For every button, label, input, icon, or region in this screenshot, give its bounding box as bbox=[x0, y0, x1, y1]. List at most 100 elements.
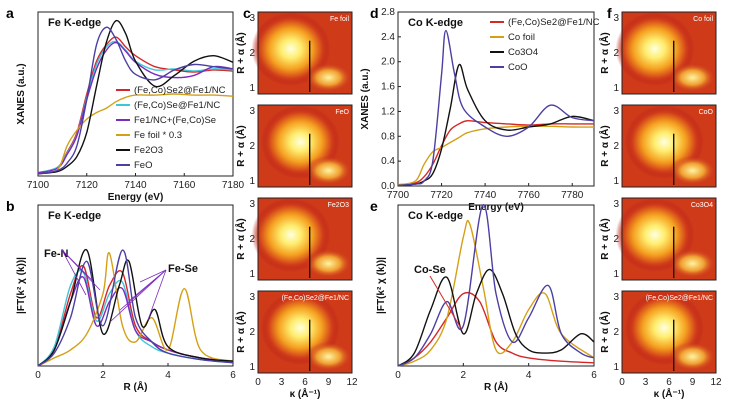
annotation-pointer bbox=[109, 269, 167, 323]
panel-title: Co K-edge bbox=[408, 210, 463, 222]
panel-title: Fe K-edge bbox=[48, 210, 101, 222]
y-tick-label: 1 bbox=[613, 362, 619, 373]
heatmap-hotspot bbox=[251, 198, 331, 272]
legend-entry: CoO bbox=[508, 62, 528, 73]
x-tick-label: 7700 bbox=[387, 190, 410, 201]
x-tick-label: 9 bbox=[690, 377, 696, 388]
plot-frame-d bbox=[397, 11, 595, 187]
x-axis-label: R (Å) bbox=[124, 380, 148, 393]
series-line bbox=[37, 249, 234, 367]
heatmap-map bbox=[615, 11, 717, 95]
x-axis-label: κ (Å⁻¹) bbox=[290, 387, 321, 400]
x-tick-label: 3 bbox=[279, 377, 285, 388]
y-axis-label: R + α (Å) bbox=[234, 218, 247, 259]
y-tick-label: 2 bbox=[613, 48, 619, 59]
panel-label-f: f bbox=[607, 5, 612, 21]
heatmap-map bbox=[257, 290, 353, 374]
y-tick-label: 2.0 bbox=[381, 57, 395, 68]
heatmap-hotspot-secondary bbox=[669, 62, 716, 93]
y-tick-label: 1.2 bbox=[381, 106, 395, 117]
y-tick-label: 2 bbox=[249, 48, 255, 59]
annotation-pointer bbox=[61, 249, 87, 296]
y-axis-label: XANES (a.u.) bbox=[360, 68, 371, 129]
y-tick-label: 0.0 bbox=[381, 181, 395, 192]
x-tick-label: 7760 bbox=[518, 190, 541, 201]
heatmap-map bbox=[251, 11, 353, 95]
heatmap-title: Co foil bbox=[693, 16, 713, 23]
annotation-pointer bbox=[61, 249, 101, 291]
heatmap-hotspot-secondary bbox=[669, 341, 716, 372]
series-line bbox=[37, 249, 234, 367]
x-tick-label: 7100 bbox=[27, 180, 50, 191]
series-line bbox=[37, 252, 234, 367]
y-tick-label: 2 bbox=[249, 234, 255, 245]
y-tick-label: 1 bbox=[613, 83, 619, 94]
series-line bbox=[397, 291, 595, 367]
plot-frame-e bbox=[397, 204, 595, 367]
x-tick-label: 12 bbox=[710, 377, 722, 388]
legend-entry: Co foil bbox=[508, 32, 535, 43]
annotation-pointer bbox=[429, 275, 463, 331]
y-tick-label: 1 bbox=[249, 176, 255, 187]
y-tick-label: 3 bbox=[249, 13, 255, 24]
panel-title: Fe K-edge bbox=[48, 17, 101, 29]
annotation-fe-se: Fe-Se bbox=[168, 263, 198, 275]
series-line bbox=[37, 26, 234, 175]
legend-entry: (Fe,Co)Se@Fe1/NC bbox=[134, 100, 220, 111]
legend-entry: (Fe,Co)Se2@Fe1/NC bbox=[508, 17, 600, 28]
x-tick-label: 7120 bbox=[76, 180, 99, 191]
series-line bbox=[397, 125, 595, 186]
heatmap-map bbox=[257, 104, 353, 188]
heatmap-map bbox=[615, 197, 717, 281]
series-line bbox=[397, 29, 595, 187]
legend-entry: Fe1/NC+(Fe,Co)Se bbox=[134, 115, 216, 126]
x-tick-label: 7720 bbox=[430, 190, 453, 201]
panel-label-e: e bbox=[370, 198, 378, 214]
panel-label-d: d bbox=[370, 5, 379, 21]
series-line bbox=[397, 220, 595, 367]
y-tick-label: 3 bbox=[613, 106, 619, 117]
heatmap-map bbox=[621, 290, 717, 374]
series-line bbox=[397, 268, 595, 367]
series-line bbox=[397, 204, 595, 367]
heatmap-hotspot-secondary bbox=[305, 62, 352, 93]
x-tick-label: 2 bbox=[100, 370, 106, 381]
y-tick-label: 3 bbox=[249, 106, 255, 117]
y-tick-label: 1 bbox=[613, 176, 619, 187]
y-tick-label: 3 bbox=[613, 13, 619, 24]
y-tick-label: 1 bbox=[249, 83, 255, 94]
legend-entry: Co3O4 bbox=[508, 47, 538, 58]
x-tick-label: 3 bbox=[643, 377, 649, 388]
heatmap-frame bbox=[621, 290, 717, 374]
heatmap-hotspot bbox=[251, 12, 331, 86]
y-tick-label: 2 bbox=[613, 141, 619, 152]
heatmap-hotspot-secondary bbox=[305, 341, 352, 372]
heatmap-hotspot-secondary bbox=[305, 155, 352, 186]
x-tick-label: 9 bbox=[326, 377, 332, 388]
y-tick-label: 1.6 bbox=[381, 82, 395, 93]
annotation-co-se: Co-Se bbox=[414, 264, 446, 276]
heatmap-hotspot-secondary bbox=[305, 248, 352, 279]
y-axis-label: R + α (Å) bbox=[234, 32, 247, 73]
heatmap-map bbox=[621, 104, 717, 188]
heatmap-title: CoO bbox=[699, 109, 714, 116]
series-line bbox=[37, 36, 234, 174]
y-tick-label: 2 bbox=[249, 141, 255, 152]
x-tick-label: 7140 bbox=[124, 180, 147, 191]
x-tick-label: 0 bbox=[619, 377, 625, 388]
y-tick-label: 2 bbox=[613, 327, 619, 338]
panel-label-a: a bbox=[6, 5, 14, 21]
heatmap-hotspot-secondary bbox=[669, 248, 716, 279]
y-axis-label: |FT(k² χ (k))| bbox=[16, 257, 27, 314]
y-axis-label: R + α (Å) bbox=[234, 311, 247, 352]
panel-label-c: c bbox=[243, 5, 251, 21]
panel-label-b: b bbox=[6, 198, 15, 214]
y-axis-label: R + α (Å) bbox=[598, 125, 611, 166]
annotation-pointer bbox=[139, 269, 167, 283]
x-tick-label: 6 bbox=[666, 377, 672, 388]
y-tick-label: 3 bbox=[613, 199, 619, 210]
x-tick-label: 4 bbox=[526, 370, 532, 381]
x-tick-label: 6 bbox=[302, 377, 308, 388]
y-tick-label: 0.4 bbox=[381, 156, 395, 167]
heatmap-frame bbox=[621, 104, 717, 188]
